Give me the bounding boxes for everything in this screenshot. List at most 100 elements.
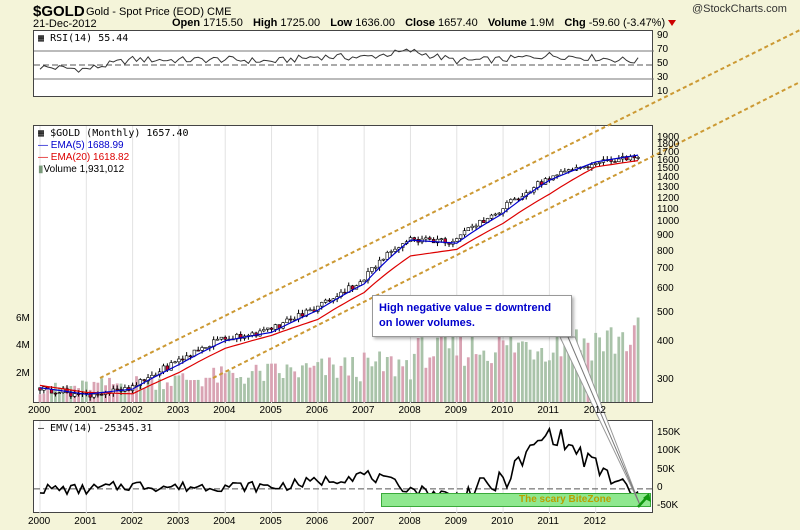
candle-body: [223, 336, 227, 340]
candle-body: [439, 238, 443, 240]
volume-bar: [204, 377, 208, 402]
volume-bar: [339, 365, 343, 402]
candle-body: [308, 309, 312, 312]
rsi-label: ▦ RSI(14) 55.44: [38, 33, 129, 44]
volume-bar: [397, 359, 401, 402]
volume-bar: [200, 386, 204, 402]
volume-bar: [158, 378, 161, 402]
symbol-title: $GOLD: [33, 3, 85, 20]
candle-body: [385, 252, 389, 260]
volume-bar: [567, 347, 571, 402]
volume-bar: [482, 350, 486, 402]
candle-body: [381, 258, 386, 261]
volume-bar: [162, 389, 165, 402]
volume-bar: [150, 376, 154, 402]
volume-bar: [621, 332, 625, 402]
candle-body: [258, 330, 262, 337]
candle-body: [455, 238, 459, 242]
volume-bar: [220, 366, 223, 402]
volume-bar: [378, 351, 381, 402]
volume-bar: [351, 357, 354, 402]
volume-bar: [266, 363, 270, 402]
volume-bar: [285, 364, 289, 402]
candle-body: [350, 285, 355, 290]
volume-bar: [598, 337, 601, 402]
volume-bar: [274, 363, 277, 402]
volume-bar: [50, 390, 53, 402]
candle-body: [53, 392, 58, 395]
price-tick-500: 500: [657, 307, 674, 319]
volume-tick-4M: 4M: [16, 340, 30, 352]
emv-tick-0: 0: [657, 481, 663, 493]
volume-tick-6M: 6M: [16, 313, 30, 324]
candle-body: [115, 388, 119, 391]
volume-bar: [316, 362, 320, 402]
x-tick-2007: 2007: [352, 405, 375, 416]
volume-bar: [409, 379, 412, 402]
candle-body: [373, 266, 378, 269]
candle-body: [586, 166, 590, 169]
volume-bar: [578, 350, 582, 402]
price-tick-1200: 1200: [657, 192, 680, 204]
volume-bar: [270, 363, 273, 402]
x-tick-2011: 2011: [537, 405, 559, 416]
emv-label: — EMV(14) -25345.31: [38, 423, 153, 434]
rsi-line: [39, 48, 639, 73]
volume-bar: [629, 344, 632, 402]
volume-bar: [443, 336, 447, 402]
price-tick-400: 400: [657, 336, 674, 348]
volume-bar: [497, 335, 501, 402]
volume-bar: [416, 338, 420, 402]
volume-bar: [308, 367, 312, 402]
candle-body: [509, 199, 513, 203]
volume-bar: [177, 375, 181, 402]
x-tick-2005: 2005: [259, 405, 282, 416]
x-tick-emv-2009: 2009: [444, 516, 468, 527]
volume-bar: [301, 365, 304, 402]
x-tick-2002: 2002: [120, 405, 143, 416]
volume-bar: [609, 327, 613, 402]
x-tick-emv-2010: 2010: [491, 516, 514, 527]
volume-bar: [513, 352, 517, 402]
candle-body: [632, 156, 637, 159]
volume-bar: [239, 377, 243, 402]
candle-body: [142, 379, 146, 382]
volume-tick-2M: 2M: [16, 367, 30, 379]
candle-body: [470, 225, 474, 228]
candles-legend-icon: ▦: [38, 128, 45, 139]
volume-bar: [304, 363, 308, 402]
x-tick-2000: 2000: [28, 405, 51, 416]
x-tick-2001: 2001: [74, 405, 97, 416]
volume-bar: [594, 332, 598, 402]
x-tick-2009: 2009: [444, 405, 468, 416]
volume-bar: [459, 335, 462, 402]
ema20-line: [39, 160, 639, 395]
candle-body: [161, 365, 166, 373]
price-label: ▦ $GOLD (Monthly) 1657.40: [38, 128, 189, 139]
volume-bar: [571, 355, 574, 402]
candle-body: [319, 302, 324, 307]
volume-bar: [501, 340, 505, 402]
volume-bar: [602, 351, 605, 402]
volume-bar: [355, 376, 358, 402]
volume-bar: [436, 337, 439, 402]
rsi-tick-30: 30: [657, 72, 669, 83]
volume-bar: [312, 365, 316, 402]
candle-body: [370, 267, 374, 272]
volume-bar: [92, 381, 96, 402]
candle-body: [489, 214, 494, 219]
price-tick-1400: 1400: [657, 172, 680, 184]
volume-bar: [374, 361, 378, 402]
candle-body: [57, 392, 61, 395]
x-tick-emv-2006: 2006: [305, 516, 329, 527]
volume-bar: [536, 351, 540, 402]
candle-body: [505, 202, 509, 210]
volume-bar: [494, 352, 497, 402]
x-tick-emv-2008: 2008: [398, 516, 421, 527]
price-tick-800: 800: [657, 245, 674, 257]
candle-body: [100, 393, 104, 396]
volume-bar: [389, 356, 393, 402]
candle-body: [424, 237, 428, 240]
volume-bar: [57, 387, 61, 402]
volume-bar: [254, 364, 258, 402]
